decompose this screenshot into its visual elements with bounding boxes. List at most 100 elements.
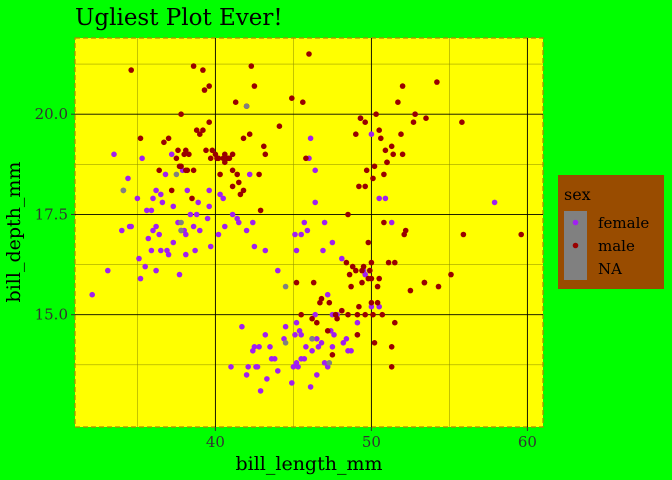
point-female <box>289 380 295 386</box>
point-male <box>388 344 395 350</box>
point-male <box>214 155 220 162</box>
point-female <box>343 336 350 342</box>
point-female <box>315 344 322 350</box>
point-female <box>217 191 223 198</box>
point-male <box>357 115 364 121</box>
legend-marker-male <box>572 242 579 249</box>
point-male <box>229 151 236 158</box>
point-female <box>303 344 309 350</box>
point-female <box>207 243 214 250</box>
point-male <box>334 315 340 322</box>
point-male <box>373 111 379 117</box>
point-female <box>321 219 328 226</box>
point-female <box>192 247 198 254</box>
point-female <box>254 364 261 370</box>
point-male <box>306 51 312 57</box>
point-male <box>435 283 442 290</box>
point-male <box>349 263 356 270</box>
x-axis-label: bill_length_mm <box>235 453 382 475</box>
legend-title: sex <box>564 185 591 204</box>
legend-label-female: female <box>598 214 649 232</box>
point-female <box>491 199 498 206</box>
point-male <box>183 147 189 154</box>
point-male <box>370 311 376 318</box>
point-female <box>148 207 155 214</box>
point-male <box>343 259 350 266</box>
point-male <box>329 352 336 358</box>
point-female <box>125 175 131 182</box>
point-female <box>158 191 164 198</box>
point-male <box>368 275 375 282</box>
grid-minor <box>75 38 543 427</box>
legend-marker-female <box>572 219 579 226</box>
point-male <box>234 171 240 178</box>
point-male <box>183 167 189 174</box>
point-male <box>161 139 167 146</box>
point-female <box>165 251 172 258</box>
point-female <box>368 303 375 310</box>
point-male <box>326 299 333 306</box>
point-male <box>379 311 386 318</box>
point-female <box>320 247 326 254</box>
point-male <box>318 295 325 302</box>
point-female <box>256 344 262 350</box>
point-female <box>292 231 298 238</box>
point-male <box>371 163 378 170</box>
point-female <box>312 311 319 318</box>
point-male <box>339 307 345 314</box>
point-male <box>382 147 389 154</box>
point-female <box>183 231 189 238</box>
point-male <box>392 319 398 326</box>
point-male <box>362 183 369 190</box>
point-male <box>421 279 428 286</box>
point-male <box>189 195 195 202</box>
point-male <box>376 275 383 282</box>
point-female <box>158 247 164 254</box>
point-female <box>264 376 270 382</box>
point-male <box>362 119 369 125</box>
point-female <box>257 388 264 394</box>
point-female <box>153 187 159 194</box>
point-na <box>178 227 184 234</box>
point-female <box>331 332 337 338</box>
point-female <box>156 231 162 238</box>
point-male <box>388 364 395 370</box>
point-female <box>206 203 212 210</box>
point-female <box>348 348 354 354</box>
point-male <box>368 299 375 306</box>
point-female <box>170 239 177 246</box>
point-male <box>256 171 262 178</box>
point-female <box>145 235 152 242</box>
point-male <box>384 159 390 166</box>
point-female <box>275 267 281 274</box>
point-female <box>251 344 258 350</box>
point-male <box>356 183 362 190</box>
point-male <box>374 283 381 290</box>
point-male <box>310 279 317 286</box>
x-tick-label: 40 <box>206 433 225 451</box>
point-female <box>206 187 212 194</box>
point-female <box>314 336 320 342</box>
point-male <box>246 131 253 137</box>
point-male <box>173 155 180 162</box>
y-tick-label: 20.0 <box>35 105 68 123</box>
point-female <box>293 319 300 326</box>
point-male <box>371 340 378 346</box>
point-female <box>340 340 347 346</box>
point-na <box>243 103 250 109</box>
point-female <box>150 195 156 202</box>
point-male <box>309 315 315 322</box>
point-male <box>300 99 306 105</box>
point-male <box>156 167 162 174</box>
point-female <box>153 223 159 230</box>
point-female <box>250 219 256 226</box>
point-na <box>178 219 184 226</box>
point-female <box>184 187 191 194</box>
point-male <box>209 147 216 154</box>
y-tick-label: 15.0 <box>35 306 68 324</box>
y-tick-label: 17.5 <box>35 205 68 223</box>
point-female <box>215 231 222 238</box>
point-male <box>197 131 203 137</box>
point-male <box>203 147 209 154</box>
y-axis-label: bill_depth_mm <box>3 162 25 303</box>
